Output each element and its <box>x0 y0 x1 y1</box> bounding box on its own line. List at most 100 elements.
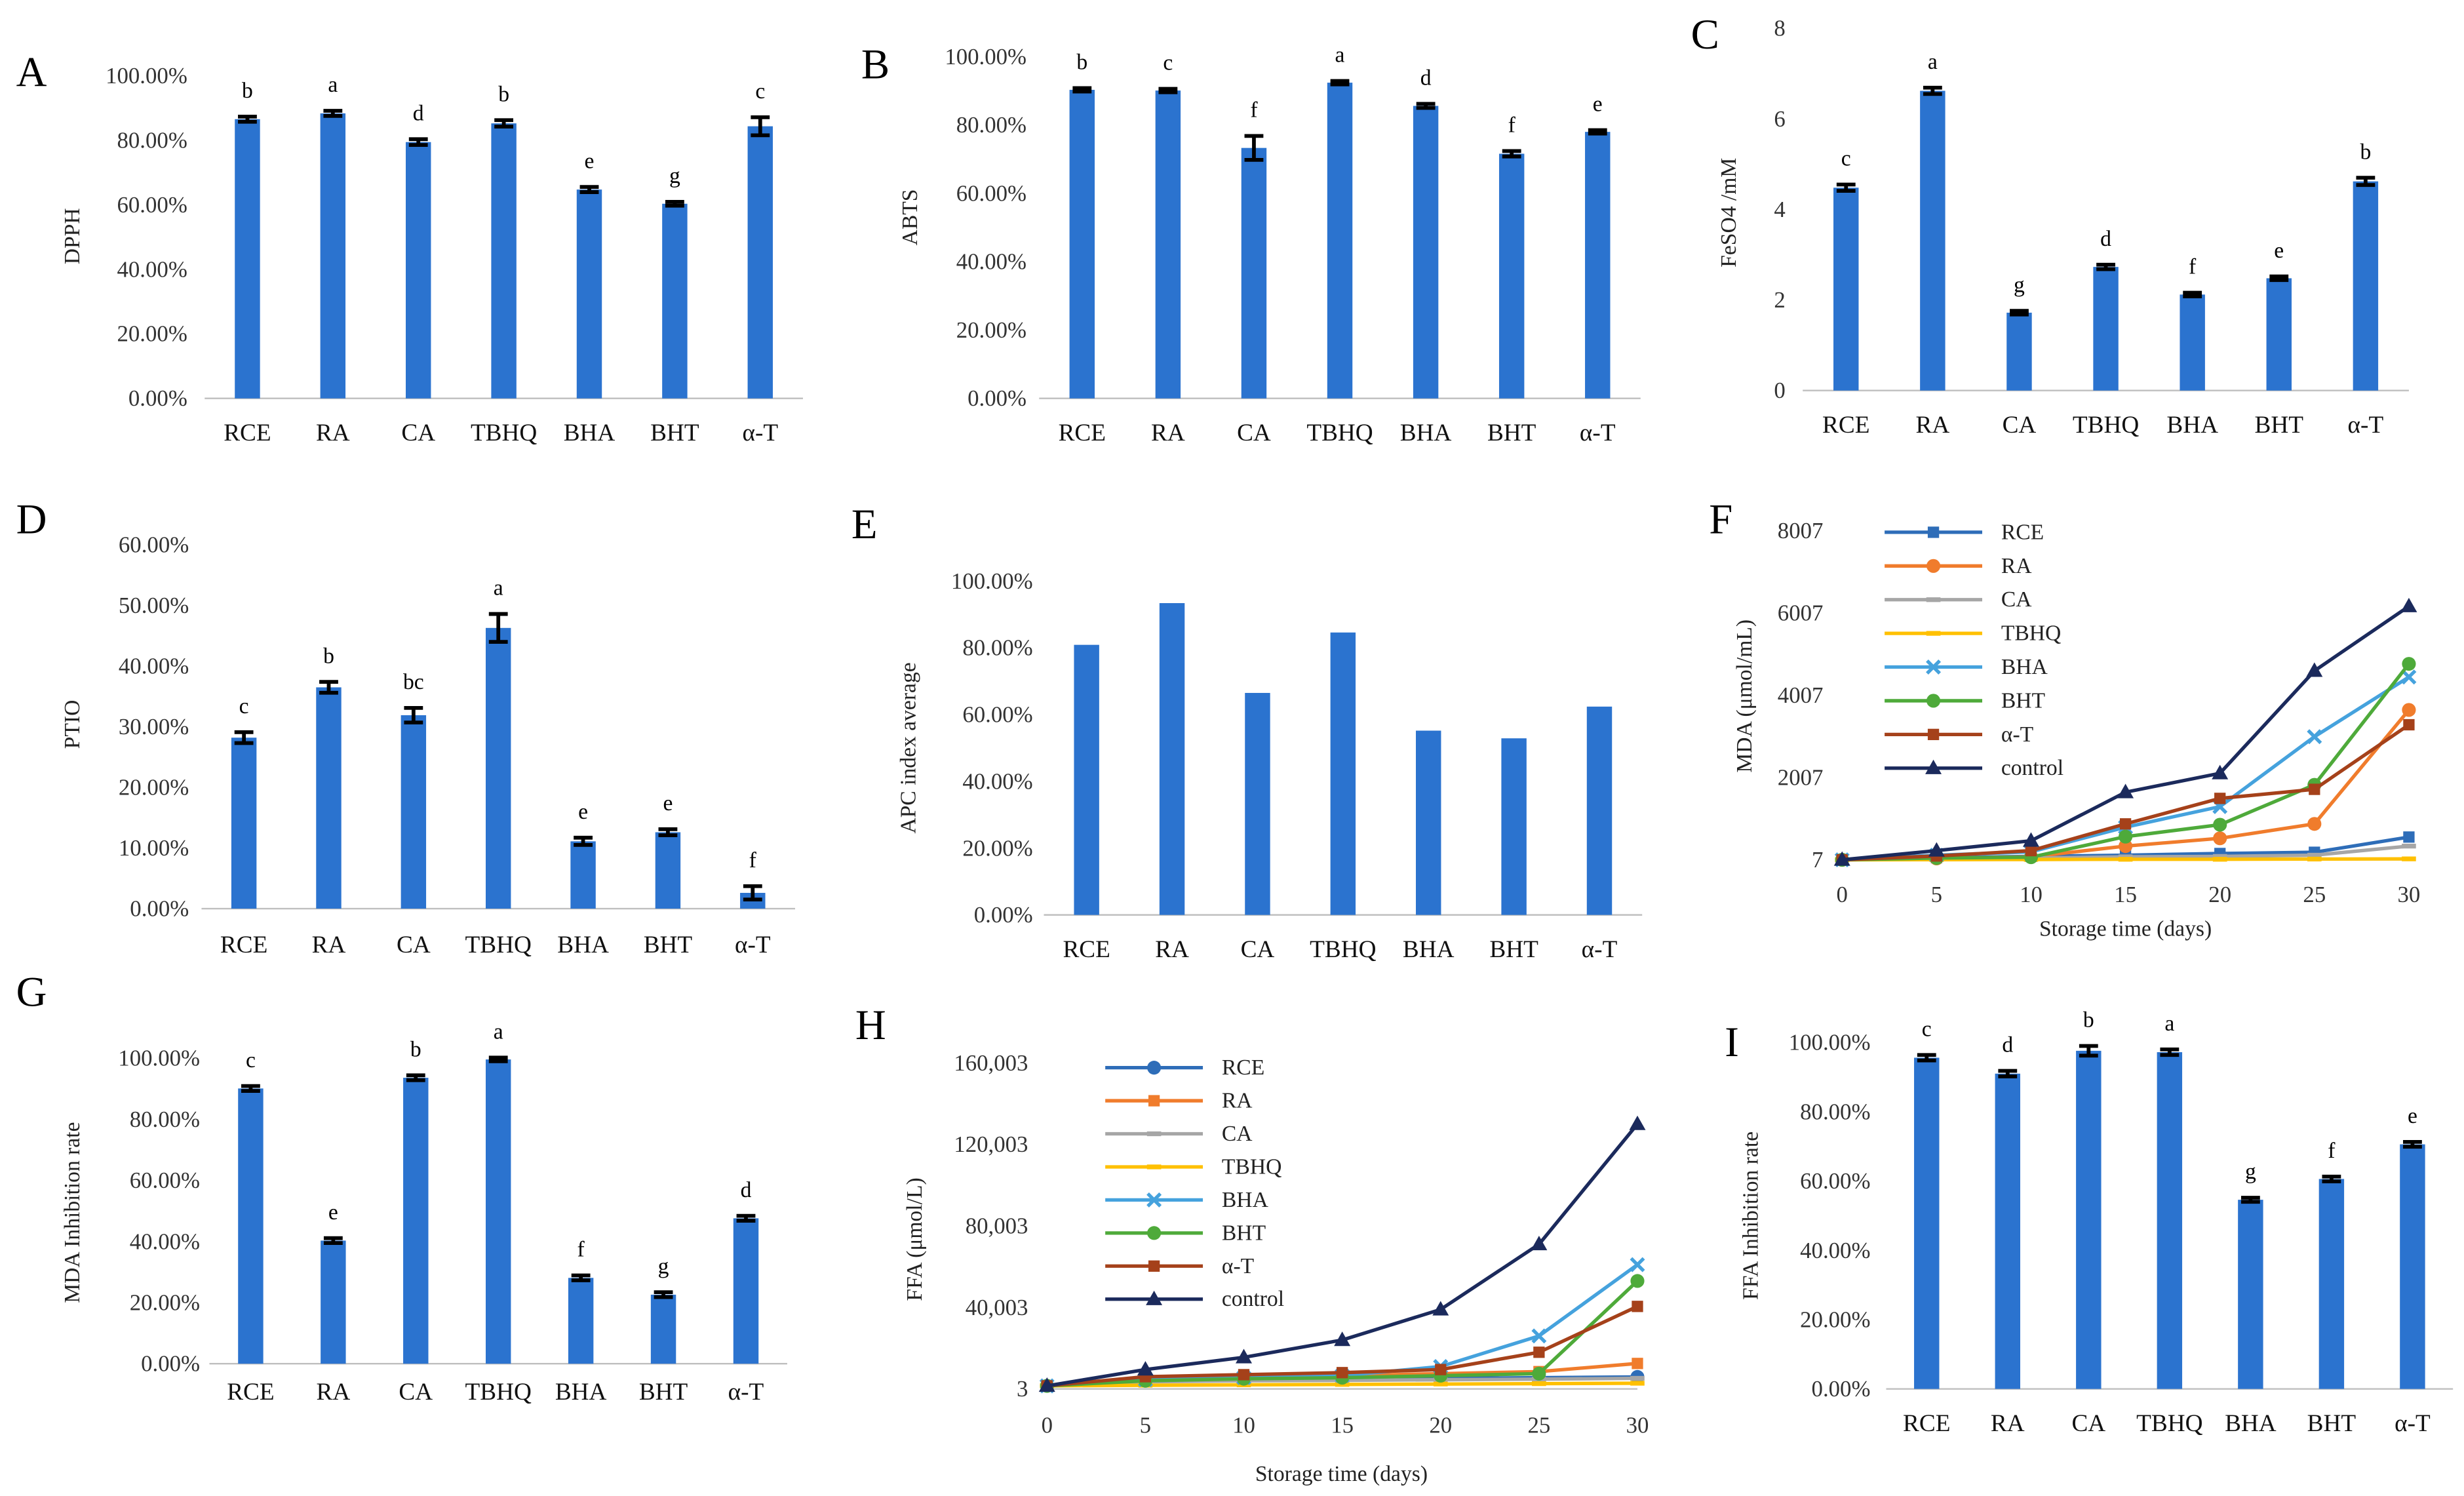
panel-f-x-tick-label: 0 <box>1837 882 1848 907</box>
panel-c-error-bar-ra <box>1923 85 1942 96</box>
panel-h-legend-entry-tbhq: TBHQ <box>1105 1154 1281 1179</box>
panel-e-y-tick-label: 60.00% <box>962 702 1032 728</box>
panel-h-point-bha-day-25 <box>1531 1328 1547 1344</box>
panel-d-x-tick-label-ra: RA <box>312 932 346 958</box>
panel-h-x-tick-label: 30 <box>1626 1412 1649 1438</box>
panel-e-bar-ra <box>1159 602 1185 915</box>
panel-b-y-tick-label: 0.00% <box>968 385 1027 411</box>
panel-d-y-tick-label: 10.00% <box>119 835 189 861</box>
panel-b-label: B <box>861 41 890 88</box>
panel-g-x-tick-label-tbhq: TBHQ <box>465 1379 532 1406</box>
panel-d-error-bar-bht <box>658 827 678 837</box>
panel-g-error-bar-tbhq <box>488 1055 508 1063</box>
panel-f-legend-marker-ra <box>1926 559 1941 573</box>
panel-i-bar-rce <box>1914 1057 1940 1389</box>
panel-a-bar-ra <box>320 113 346 399</box>
panel-d-error-bar-alpha-t <box>743 884 762 902</box>
panel-i-y-tick-label: 40.00% <box>1800 1238 1870 1263</box>
panel-c-bar-bht <box>2266 278 2292 391</box>
panel-h-legend-label-ca: CA <box>1222 1122 1253 1146</box>
panel-f-point-control-day-20 <box>2212 764 2229 779</box>
panel-i-label: I <box>1725 1019 1739 1066</box>
panel-g: G MDA Inhibition rate 0.00% 20.00% 40.00% 60.… <box>16 968 787 1406</box>
panel-a-y-tick-label: 20.00% <box>117 321 187 347</box>
panel-g-y-tick-label: 80.00% <box>130 1107 200 1132</box>
panel-a-error-bar-alpha-t <box>751 115 770 138</box>
panel-b-bar-bht <box>1498 153 1525 399</box>
panel-b-y-tick-label: 40.00% <box>956 249 1027 275</box>
panel-b-bar-ca <box>1241 148 1267 399</box>
panel-f-legend-entry-tbhq: TBHQ <box>1885 621 2061 646</box>
panel-i-bar-bha <box>2238 1200 2263 1389</box>
panel-e-y-tick-label: 0.00% <box>974 902 1033 928</box>
panel-a-significance-tbhq: b <box>498 82 509 106</box>
panel-h: H FFA (μmol/L) 3 40,003 80,003 120,003 160,003… <box>855 1002 1649 1486</box>
panel-h-point-control-day-15 <box>1334 1331 1351 1347</box>
panel-b-error-bar-alpha-t <box>1588 128 1607 136</box>
panel-b-bar-ra <box>1155 90 1181 399</box>
panel-d-y-tick-label: 60.00% <box>119 532 189 558</box>
panel-d-significance-rce: c <box>239 694 249 718</box>
panel-f-x-tick-label: 5 <box>1931 882 1942 907</box>
panel-f-legend-marker-bht <box>1926 694 1941 708</box>
panel-d-bar-rce <box>231 738 257 909</box>
panel-g-x-tick-label-bha: BHA <box>555 1379 607 1406</box>
panel-b-significance-ra: c <box>1163 51 1173 75</box>
panel-b-bar-tbhq <box>1327 83 1353 399</box>
panel-i-x-tick-label-bha: BHA <box>2225 1410 2277 1437</box>
panel-e-label: E <box>851 501 878 548</box>
panel-e-x-tick-label-ra: RA <box>1155 936 1189 963</box>
panel-c-significance-rce: c <box>1841 147 1851 171</box>
panel-f-legend-label-control: control <box>2001 756 2063 780</box>
panel-a-significance-alpha-t: c <box>755 79 765 104</box>
panel-h-point-alpha-t-day-30 <box>1632 1301 1643 1312</box>
panel-f-point-ra-day-30 <box>2402 703 2416 717</box>
panel-g-significance-ca: b <box>410 1037 421 1061</box>
panel-i-error-bar-bht <box>2322 1174 2341 1183</box>
panel-c-y-tick-label: 2 <box>1774 287 1785 313</box>
panel-h-legend-label-tbhq: TBHQ <box>1222 1154 1281 1179</box>
panel-f-y-tick-label: 8007 <box>1778 518 1824 543</box>
panel-h-legend-label-rce: RCE <box>1222 1055 1264 1080</box>
panel-g-y-tick-label: 100.00% <box>118 1046 200 1071</box>
panel-f-y-axis-title: MDA (μmol/mL) <box>1732 620 1757 773</box>
panel-e-y-tick-label: 80.00% <box>962 635 1032 661</box>
panel-c-significance-ra: a <box>1928 50 1938 74</box>
panel-i-bar-ra <box>1995 1073 2021 1389</box>
panel-c-x-tick-label-ca: CA <box>2003 412 2037 439</box>
panel-f-legend-entry-control: control <box>1885 756 2063 780</box>
panel-g-error-bar-alpha-t <box>736 1213 756 1223</box>
panel-b-x-tick-label-bht: BHT <box>1487 420 1536 446</box>
panel-i-y-tick-label: 100.00% <box>1789 1030 1871 1055</box>
panel-b-error-bar-ra <box>1158 87 1178 94</box>
panel-i-bar-tbhq <box>2157 1052 2183 1389</box>
panel-c-bar-alpha-t <box>2353 181 2379 391</box>
panel-c-bar-rce <box>1833 187 1859 391</box>
panel-f-point-bht-day-30 <box>2402 657 2416 671</box>
panel-c-x-tick-label-alpha-t: α-T <box>2348 412 2384 439</box>
panel-h-legend-entry-bht: BHT <box>1105 1221 1266 1245</box>
panel-a-error-bar-ra <box>323 109 343 118</box>
panel-h-point-control-day-30 <box>1629 1115 1646 1130</box>
panel-h-legend-entry-ra: RA <box>1105 1089 1253 1113</box>
panel-h-y-tick-label: 120,003 <box>954 1132 1028 1157</box>
panel-f-x-tick-label: 15 <box>2114 882 2137 907</box>
panel-h-point-control-day-5 <box>1137 1361 1154 1376</box>
panel-e-bar-alpha-t <box>1586 706 1613 915</box>
panel-g-error-bar-ca <box>406 1073 425 1082</box>
panel-e-bar-tbhq <box>1330 632 1356 915</box>
panel-f-point-control-day-5 <box>1928 842 1945 857</box>
panel-c-error-bar-tbhq <box>2096 262 2115 271</box>
panel-i-x-tick-label-ca: CA <box>2071 1410 2105 1437</box>
panel-c-y-tick-label: 4 <box>1774 197 1785 222</box>
panel-b-x-tick-label-alpha-t: α-T <box>1580 420 1616 446</box>
panel-a: A DPPH 0.00% 20.00% 40.00% 60.00% 80.00% 100.00… <box>16 49 803 446</box>
panel-g-y-tick-label: 20.00% <box>130 1290 200 1316</box>
panel-d-significance-ra: b <box>323 644 334 668</box>
panel-a-significance-bha: e <box>585 149 595 173</box>
panel-h-point-control-day-0 <box>1038 1377 1055 1392</box>
panel-h-y-tick-label: 160,003 <box>954 1050 1028 1076</box>
panel-d-bar-tbhq <box>485 627 511 909</box>
panel-b-significance-alpha-t: e <box>1593 92 1603 117</box>
